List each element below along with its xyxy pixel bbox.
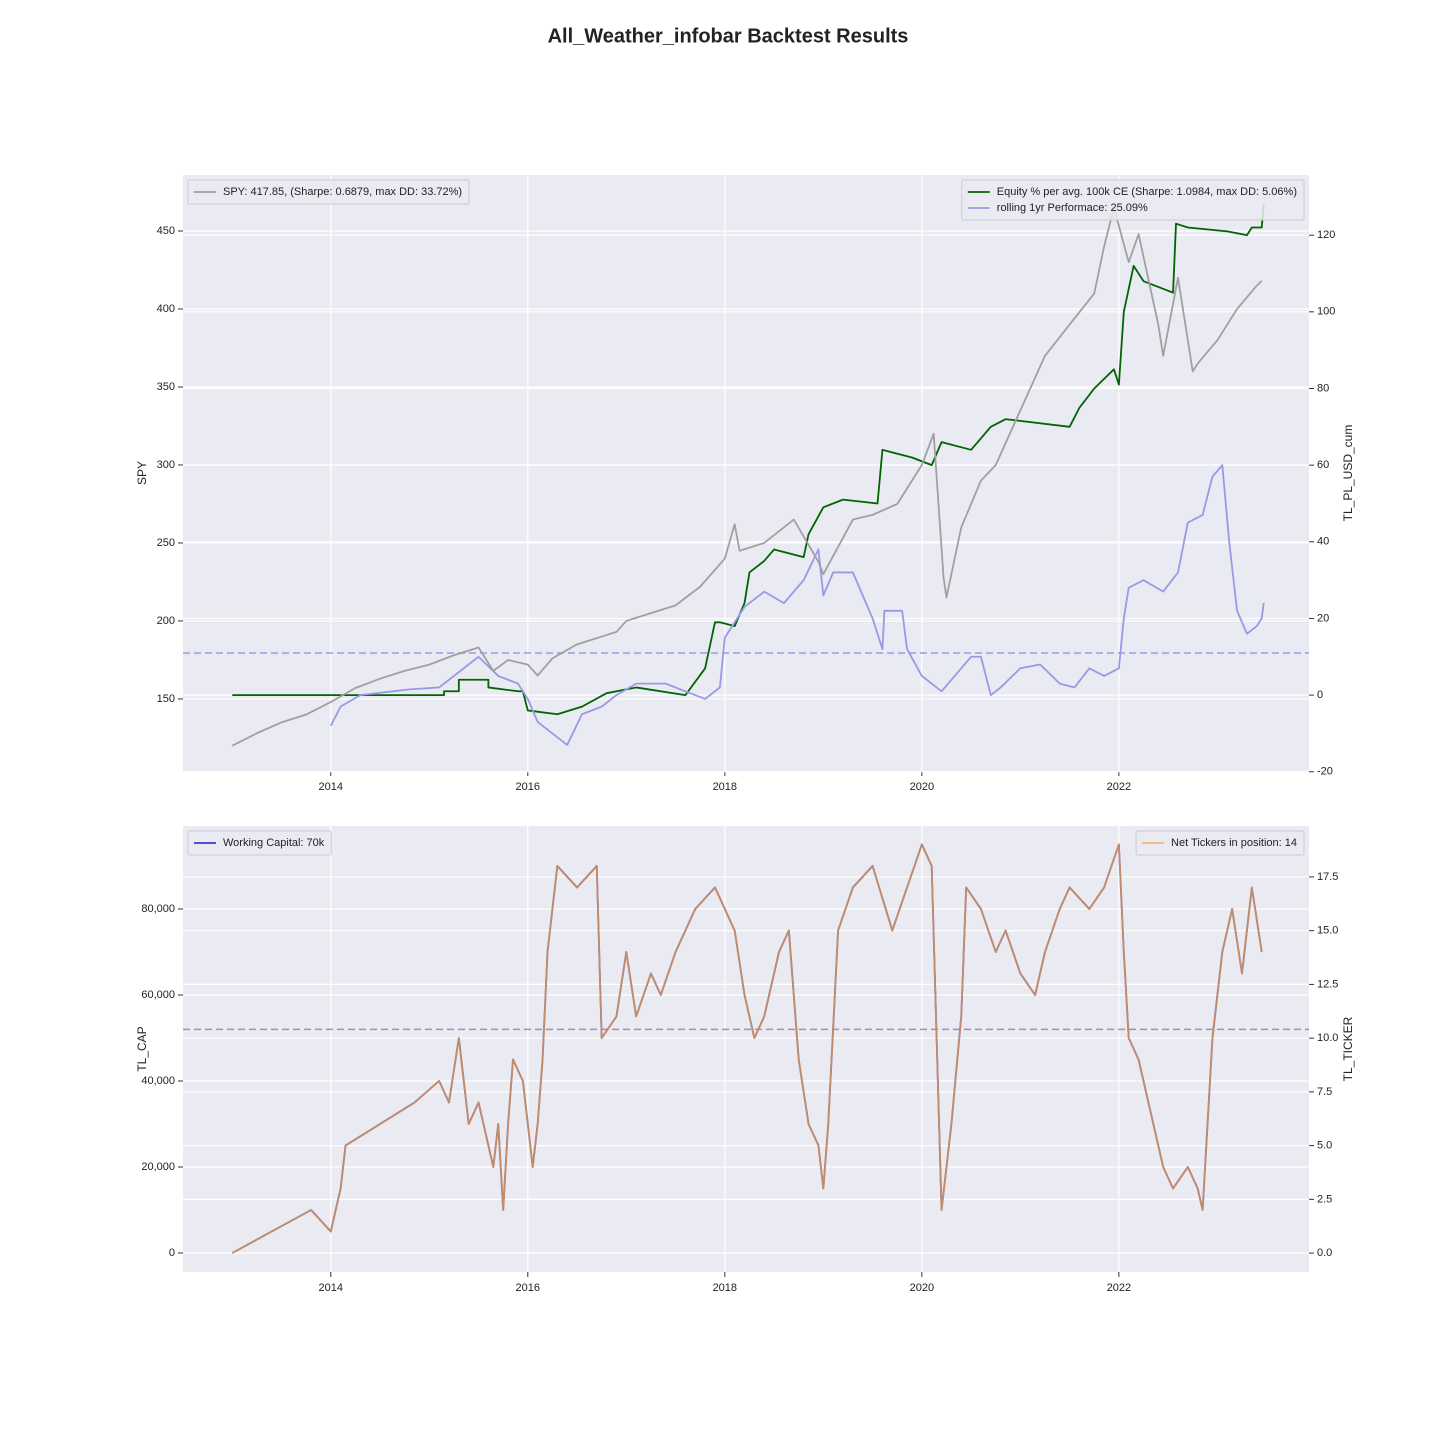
y2-tick-label: 15.0: [1317, 925, 1338, 937]
plot-background: [183, 826, 1309, 1272]
y-tick-label: 40,000: [141, 1075, 175, 1087]
y2-tick-label: 2.5: [1317, 1193, 1332, 1205]
plot-background: [183, 175, 1309, 771]
y2-tick-label: 100: [1317, 306, 1335, 318]
y2-tick-label: 0: [1317, 689, 1323, 701]
y-axis-label: SPY: [135, 461, 149, 485]
legend: Net Tickers in position: 14: [1135, 830, 1305, 856]
x-tick-label: 2020: [910, 781, 934, 793]
series-line: [329, 464, 1265, 746]
y-tick-label: 300: [157, 459, 175, 471]
x-tick-label: 2022: [1107, 781, 1131, 793]
x-tick-label: 2016: [516, 1282, 540, 1294]
y-tick-label: 20,000: [141, 1161, 175, 1173]
y2-tick-label: 80: [1317, 382, 1329, 394]
y2-axis-label: TL_TICKER: [1341, 1016, 1355, 1081]
x-tick-label: 2016: [516, 781, 540, 793]
y2-tick-label: 12.5: [1317, 978, 1338, 990]
x-tick-label: 2022: [1107, 1282, 1131, 1294]
y-tick-label: 400: [157, 303, 175, 315]
series-line: [231, 206, 1263, 747]
y2-tick-label: 17.5: [1317, 871, 1338, 883]
x-tick-label: 2014: [319, 781, 343, 793]
legend-label: Equity % per avg. 100k CE (Sharpe: 1.098…: [997, 186, 1297, 198]
legend: Equity % per avg. 100k CE (Sharpe: 1.098…: [961, 179, 1305, 221]
figure-title: All_Weather_infobar Backtest Results: [548, 25, 909, 47]
x-tick-label: 2014: [319, 1282, 343, 1294]
y-axis-label: TL_CAP: [135, 1026, 149, 1071]
legend: Working Capital: 70k: [187, 830, 332, 856]
legend-box: [961, 179, 1305, 221]
x-tick-label: 2020: [910, 1282, 934, 1294]
x-tick-label: 2018: [713, 781, 737, 793]
axes: 2014 2016 2018 2020 202215020025030035040045…: [135, 175, 1355, 793]
legend-box: [187, 830, 332, 856]
legend-label: rolling 1yr Performace: 25.09%: [997, 202, 1148, 214]
y-tick-label: 80,000: [141, 903, 175, 915]
y2-tick-label: -20: [1317, 766, 1333, 778]
y2-tick-label: 40: [1317, 536, 1329, 548]
y2-tick-label: 60: [1317, 459, 1329, 471]
series-line: [232, 204, 1265, 716]
y2-tick-label: 0.0: [1317, 1247, 1332, 1259]
legend-box: [187, 179, 470, 205]
y2-tick-label: 10.0: [1317, 1032, 1338, 1044]
legend-box: [1135, 830, 1305, 856]
y2-tick-label: 7.5: [1317, 1086, 1332, 1098]
y2-tick-label: 120: [1317, 229, 1335, 241]
y-tick-label: 150: [157, 693, 175, 705]
y-tick-label: 350: [157, 381, 175, 393]
y-tick-label: 0: [169, 1247, 175, 1259]
y-tick-label: 60,000: [141, 989, 175, 1001]
y2-tick-label: 5.0: [1317, 1140, 1332, 1152]
y-tick-label: 200: [157, 615, 175, 627]
y2-tick-label: 20: [1317, 612, 1329, 624]
y-tick-label: 250: [157, 537, 175, 549]
x-tick-label: 2018: [713, 1282, 737, 1294]
legend: SPY: 417.85, (Sharpe: 0.6879, max DD: 33…: [187, 179, 470, 205]
legend-label: Working Capital: 70k: [223, 837, 325, 849]
legend-label: SPY: 417.85, (Sharpe: 0.6879, max DD: 33…: [223, 186, 462, 198]
y2-axis-label: TL_PL_USD_cum: [1341, 425, 1355, 522]
series-line: [231, 843, 1263, 1254]
axes: 2014 2016 2018 2020 2022 0 20,000 40,000 60,000 8…: [135, 826, 1355, 1294]
y-tick-label: 450: [157, 225, 175, 237]
legend-label: Net Tickers in position: 14: [1171, 837, 1297, 849]
